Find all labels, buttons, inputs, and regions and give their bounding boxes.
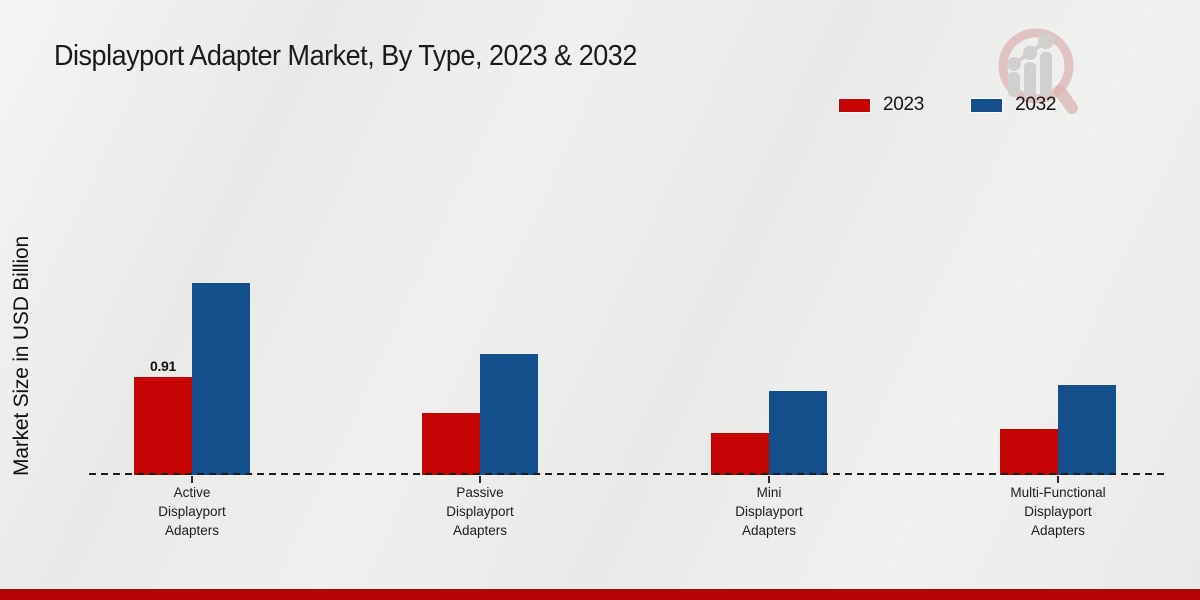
legend-swatch-2023 xyxy=(838,97,871,113)
footer-accent-bar xyxy=(0,589,1200,600)
bar-2023-mini-displayport-adapters xyxy=(711,433,769,475)
category-label-mini-displayport-adapters: Mini Displayport Adapters xyxy=(684,483,854,540)
category-label-line: Passive xyxy=(456,485,504,500)
bar-group-passive-displayport-adapters: Passive Displayport Adapters xyxy=(422,245,538,538)
category-label-multi-functional-displayport-adapters: Multi-Functional Displayport Adapters xyxy=(973,483,1143,540)
bar-2032-mini-displayport-adapters xyxy=(769,391,827,475)
x-axis-line xyxy=(89,473,1165,475)
legend-swatch-2032 xyxy=(970,97,1004,113)
x-axis-tick xyxy=(1057,476,1059,483)
category-label-line: Adapters xyxy=(452,523,508,538)
category-label-passive-displayport-adapters: Passive Displayport Adapters xyxy=(395,483,565,540)
bar-value-label: 0.91 xyxy=(149,358,177,374)
bar-group-active-displayport-adapters: 0.91 Active Displayport Adapters xyxy=(134,245,250,538)
category-label-line: Adapters xyxy=(741,523,797,538)
bar-2023-active-displayport-adapters xyxy=(134,377,192,475)
category-label-line: Multi-Functional xyxy=(1010,485,1106,500)
category-label-line: Displayport xyxy=(735,504,803,519)
category-label-line: Displayport xyxy=(1024,504,1092,519)
category-label-active-displayport-adapters: Active Displayport Adapters xyxy=(107,483,277,540)
category-label-line: Adapters xyxy=(1030,523,1086,538)
bar-2023-passive-displayport-adapters xyxy=(422,413,480,475)
category-label-line: Displayport xyxy=(158,504,226,519)
category-label-line: Displayport xyxy=(446,504,514,519)
bar-2032-active-displayport-adapters xyxy=(192,283,250,475)
legend-item-2023: 2023 xyxy=(838,94,924,116)
bar-2032-multi-functional-displayport-adapters xyxy=(1058,385,1116,475)
legend-item-2032: 2032 xyxy=(970,94,1056,116)
legend-label: 2023 xyxy=(883,94,925,115)
bar-group-multi-functional-displayport-adapters: Multi-Functional Displayport Adapters xyxy=(1000,245,1116,538)
bar-2032-passive-displayport-adapters xyxy=(480,354,538,475)
legend-label: 2032 xyxy=(1015,94,1057,115)
category-label-line: Adapters xyxy=(164,523,220,538)
category-label-line: Mini xyxy=(756,485,782,500)
x-axis-tick xyxy=(768,476,770,483)
bar-group-mini-displayport-adapters: Mini Displayport Adapters xyxy=(711,245,827,538)
category-label-line: Active xyxy=(173,485,211,500)
bar-2023-multi-functional-displayport-adapters xyxy=(1000,429,1058,475)
x-axis-tick xyxy=(479,476,481,483)
chart-title: Displayport Adapter Market, By Type, 202… xyxy=(54,40,637,72)
legend: 2023 2032 xyxy=(838,94,1056,116)
magnifier-growth-chart-logo-icon xyxy=(998,28,1078,114)
x-axis-tick xyxy=(191,476,193,483)
